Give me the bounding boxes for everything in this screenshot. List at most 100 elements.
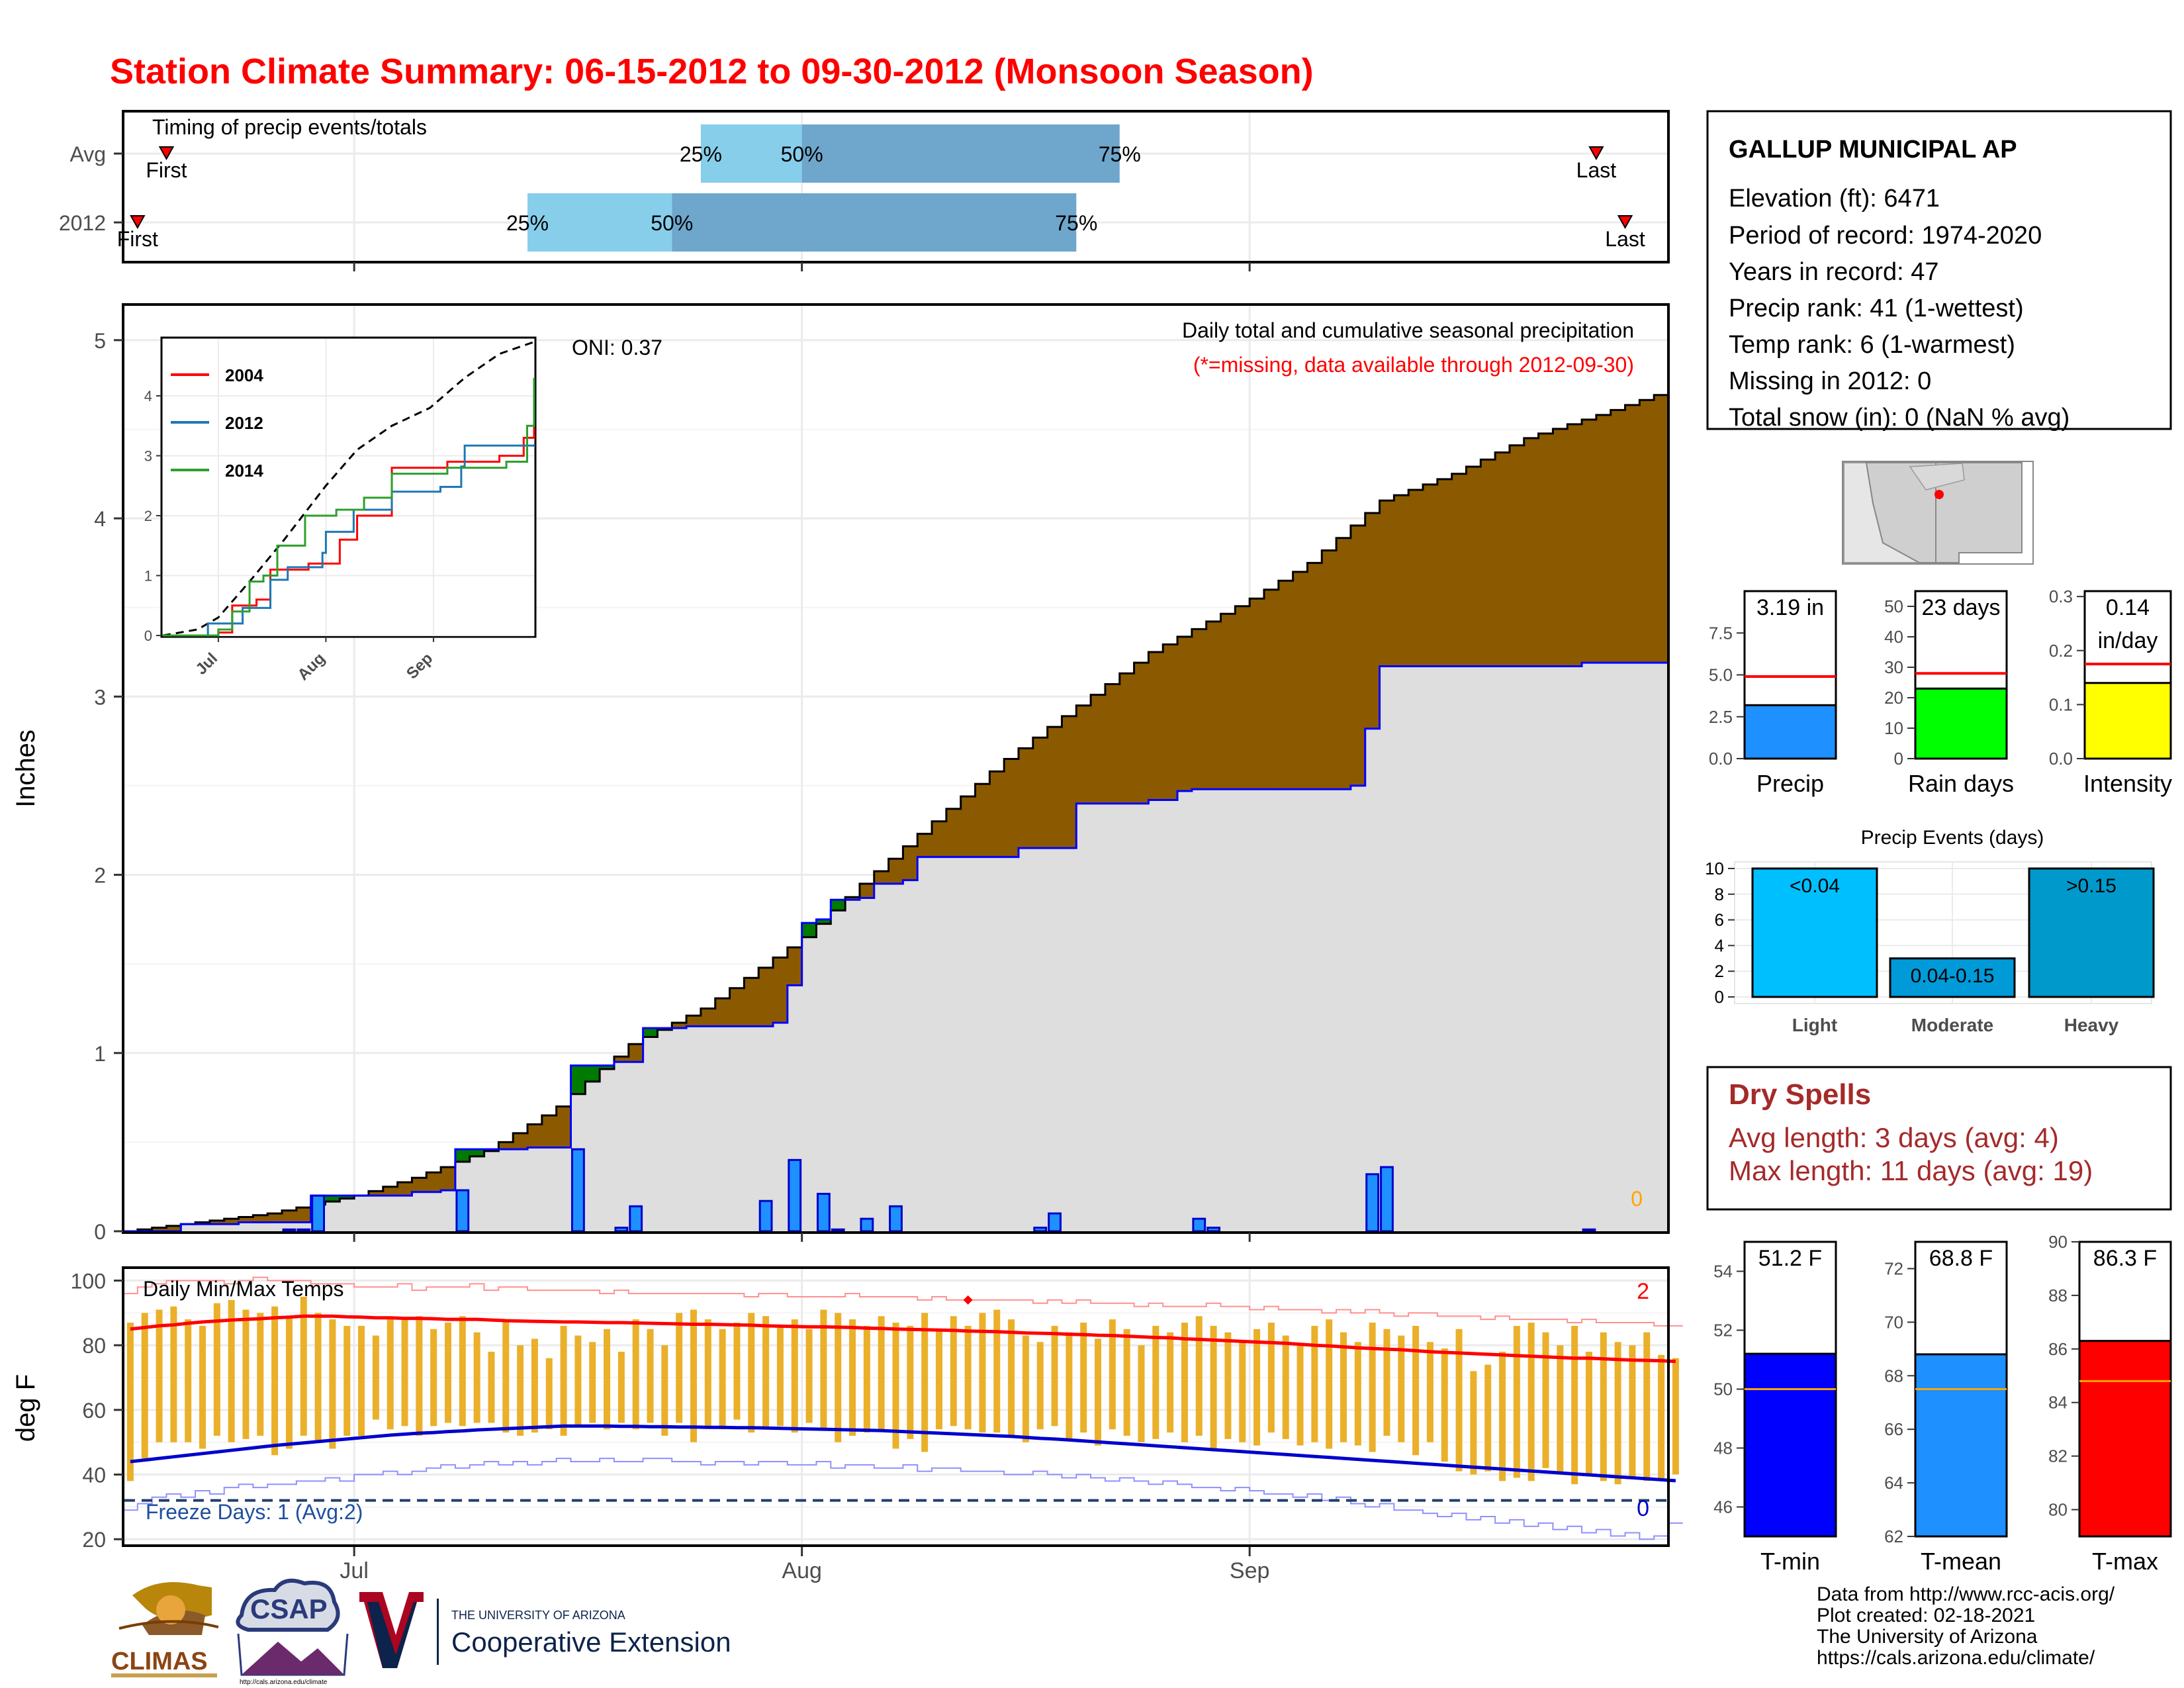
observed-fill bbox=[527, 1147, 543, 1231]
daily-temp-bar bbox=[185, 1319, 192, 1442]
daily-temp-bar bbox=[950, 1316, 957, 1427]
observed-above-avg bbox=[585, 1065, 600, 1082]
observed-fill bbox=[859, 898, 875, 1231]
precip-y-tick-label: 1 bbox=[94, 1042, 106, 1066]
intensity-summary-tick-label: 0.2 bbox=[2049, 641, 2073, 661]
observed-fill bbox=[368, 1196, 384, 1231]
observed-fill bbox=[484, 1150, 499, 1231]
observed-fill bbox=[1567, 666, 1582, 1231]
tmin-summary-tick-label: 54 bbox=[1713, 1262, 1733, 1282]
events-bar-label: >0.15 bbox=[2066, 875, 2116, 897]
daily-temp-bar bbox=[1267, 1323, 1275, 1433]
record-high-line bbox=[123, 1276, 1683, 1327]
avg-above-observed bbox=[1235, 606, 1250, 790]
events-category-label: Light bbox=[1792, 1015, 1837, 1035]
daily-precip-bar bbox=[1582, 1228, 1596, 1233]
observed-fill bbox=[932, 857, 947, 1231]
temp-y-tick-label: 40 bbox=[82, 1464, 106, 1487]
timing-first-label: First bbox=[117, 227, 158, 251]
daily-temp-bar bbox=[964, 1325, 972, 1430]
intensity-summary-caption: Intensity bbox=[2083, 770, 2172, 797]
daily-temp-bar bbox=[156, 1309, 163, 1442]
daily-temp-bar bbox=[1066, 1332, 1073, 1439]
avg-above-observed bbox=[1437, 479, 1453, 667]
observed-fill bbox=[773, 1023, 788, 1231]
daily-temp-bar bbox=[126, 1323, 134, 1481]
temp-lines bbox=[123, 1276, 1683, 1540]
observed-fill bbox=[700, 1026, 716, 1231]
daily-temp-bar bbox=[1195, 1316, 1203, 1436]
observed-above-avg bbox=[570, 1065, 586, 1094]
avg-above-observed bbox=[874, 871, 889, 884]
observed-fill bbox=[831, 910, 846, 1231]
avg-above-observed bbox=[1293, 571, 1308, 790]
timing-bar-25-50 bbox=[700, 124, 802, 183]
avg-above-observed bbox=[1365, 513, 1381, 729]
tmean-summary: 62 64 66 68 70 72 68.8 F T-mean bbox=[1884, 1241, 2008, 1575]
daily-temp-bar bbox=[617, 1351, 625, 1423]
observed-fill bbox=[1553, 666, 1568, 1231]
timing-row-label: 2012 bbox=[59, 211, 106, 235]
raindays-summary-bar bbox=[1914, 687, 2008, 760]
raindays-summary-tick-label: 0 bbox=[1894, 749, 1903, 769]
daily-temp-bar bbox=[820, 1309, 827, 1430]
daily-temp-bar bbox=[1152, 1325, 1160, 1439]
daily-temp-bar bbox=[285, 1316, 293, 1449]
month-tick-label: Sep bbox=[1230, 1558, 1270, 1583]
tmin-summary-value-label: 51.2 F bbox=[1758, 1246, 1822, 1271]
temp-y-tick-label: 80 bbox=[82, 1334, 106, 1358]
timing-first-marker bbox=[130, 215, 146, 230]
tmean-summary-tick-label: 62 bbox=[1884, 1526, 1903, 1546]
timing-panel: 25% 50% 75% First Last 25% 50% 75% First Last Tim… bbox=[59, 110, 1670, 271]
daily-precip-bar bbox=[1033, 1227, 1048, 1233]
footer: Data from http://www.rcc-acis.org/ Plot … bbox=[1817, 1583, 2115, 1669]
daily-temp-bar bbox=[343, 1325, 351, 1436]
precip-summary-tick-label: 0.0 bbox=[1709, 749, 1733, 769]
intensity-summary-value-label: 0.14 bbox=[2106, 595, 2150, 620]
avg-above-observed bbox=[960, 796, 976, 857]
daily-temp-bar bbox=[242, 1309, 250, 1439]
daily-temp-bar bbox=[545, 1358, 553, 1430]
observed-fill bbox=[181, 1224, 196, 1231]
timing-p75-label: 75% bbox=[1055, 211, 1097, 235]
avg-above-observed bbox=[614, 1056, 629, 1062]
observed-fill bbox=[1495, 666, 1510, 1231]
avg-above-observed bbox=[975, 784, 990, 857]
observed-fill bbox=[513, 1149, 528, 1231]
daily-temp-bar bbox=[574, 1335, 582, 1427]
observed-fill bbox=[1610, 663, 1626, 1231]
freeze-days-label: Freeze Days: 1 (Avg:2) bbox=[146, 1500, 363, 1524]
observed-above-avg bbox=[801, 923, 817, 937]
observed-fill bbox=[758, 1026, 774, 1231]
observed-fill bbox=[1062, 848, 1077, 1231]
daily-temp-bar bbox=[1036, 1342, 1044, 1430]
avg-above-observed bbox=[1610, 410, 1626, 663]
station-line: Precip rank: 41 (1-wettest) bbox=[1729, 295, 2024, 322]
temp-y-tick-label: 60 bbox=[82, 1399, 106, 1423]
daily-temp-bar bbox=[1426, 1342, 1433, 1442]
observed-fill bbox=[469, 1156, 485, 1231]
avg-above-observed bbox=[1062, 716, 1077, 849]
climas-logo: CLIMAS bbox=[111, 1582, 219, 1677]
footer-line: Plot created: 02-18-2021 bbox=[1817, 1605, 2035, 1626]
precip-y-axis: 0 1 2 3 4 5 bbox=[94, 329, 1251, 1244]
avg-above-observed bbox=[1466, 467, 1481, 667]
timing-p25-label: 25% bbox=[680, 142, 722, 166]
events-tick-label: 0 bbox=[1715, 987, 1724, 1007]
avg-above-observed bbox=[917, 833, 933, 857]
daily-temp-bar bbox=[271, 1306, 279, 1456]
observed-fill bbox=[903, 880, 918, 1231]
observed-fill bbox=[1538, 666, 1554, 1231]
avg-above-observed bbox=[686, 1015, 702, 1027]
avg-above-observed bbox=[1480, 459, 1496, 667]
intensity-summary-tick-label: 0.0 bbox=[2049, 749, 2073, 769]
daily-temp-bar bbox=[372, 1335, 379, 1420]
daily-temp-bar bbox=[401, 1319, 408, 1427]
observed-above-avg bbox=[643, 1028, 659, 1037]
daily-temp-bar bbox=[647, 1329, 654, 1423]
timing-p50-label: 50% bbox=[781, 142, 823, 166]
observed-fill bbox=[1148, 800, 1163, 1231]
avg-above-observed bbox=[1163, 644, 1178, 800]
precip-y-tick-label: 5 bbox=[94, 329, 106, 353]
avg-above-observed bbox=[1322, 550, 1337, 790]
